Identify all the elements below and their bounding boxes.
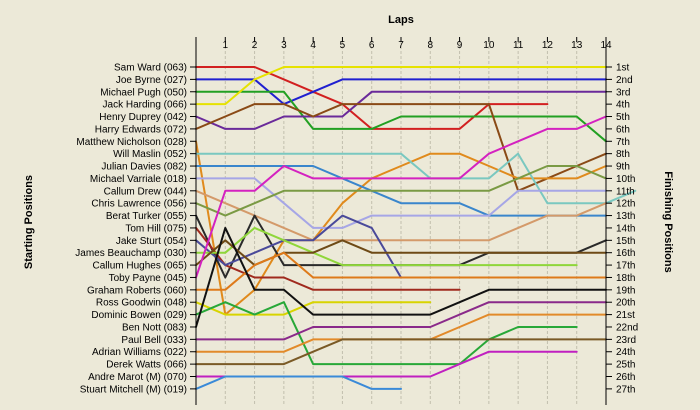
- series-line: [195, 251, 607, 291]
- series-line: [195, 189, 607, 242]
- start-position-label: Joe Byrne (027): [116, 75, 187, 86]
- start-position-label: Toby Payne (045): [109, 273, 187, 284]
- finish-position-label: 14th: [616, 223, 635, 234]
- finish-position-label: 23rd: [616, 335, 636, 346]
- start-position-label: Berat Turker (055): [106, 211, 187, 222]
- x-tick-label: 5: [340, 40, 346, 51]
- start-position-label: Jake Sturt (054): [116, 236, 187, 247]
- series-line: [195, 90, 607, 143]
- finish-position-label: 22nd: [616, 322, 638, 333]
- x-tick-label: 4: [310, 40, 316, 51]
- x-tick-label: 14: [600, 40, 612, 51]
- start-position-label: Chris Lawrence (056): [91, 199, 187, 210]
- start-position-label: Michael Varriale (018): [90, 174, 187, 185]
- finish-position-label: 21st: [616, 310, 635, 321]
- x-tick-label: 12: [542, 40, 554, 51]
- start-position-label: Graham Roberts (060): [87, 285, 187, 296]
- start-position-label: Dominic Bowen (029): [91, 310, 187, 321]
- start-position-label: Callum Hughes (065): [93, 261, 188, 272]
- finish-position-label: 17th: [616, 261, 635, 272]
- grid-layer: [224, 41, 607, 410]
- start-position-label: Callum Drew (044): [104, 186, 187, 197]
- finish-position-label: 13th: [616, 211, 635, 222]
- x-tick-label: 13: [571, 40, 583, 51]
- axis-layer: [190, 37, 612, 410]
- finish-position-label: 8th: [616, 149, 630, 160]
- start-position-label: Will Maslin (052): [113, 149, 187, 160]
- start-position-label: Paul Bell (033): [121, 335, 187, 346]
- series-line: [195, 226, 607, 328]
- x-tick-label: 1: [223, 40, 229, 51]
- start-position-label: Ben Nott (083): [122, 322, 187, 333]
- x-tick-label: 2: [252, 40, 258, 51]
- start-position-label: Andre Marot (M) (070): [88, 372, 187, 383]
- x-tick-label: 10: [483, 40, 495, 51]
- series-line: [195, 301, 607, 341]
- finish-position-label: 19th: [616, 285, 635, 296]
- start-position-label: Tom Hill (075): [125, 223, 187, 234]
- finish-position-label: 3rd: [616, 87, 630, 98]
- series-line: [195, 78, 607, 106]
- finish-position-label: 5th: [616, 112, 630, 123]
- x-tick-label: 9: [457, 40, 463, 51]
- finish-position-label: 12th: [616, 199, 635, 210]
- start-position-label: James Beauchamp (030): [75, 248, 187, 259]
- series-line: [195, 226, 461, 291]
- series-line: [195, 90, 607, 130]
- x-tick-label: 3: [281, 40, 287, 51]
- series-layer: [195, 66, 637, 390]
- start-position-label: Ross Goodwin (048): [96, 298, 187, 309]
- series-line: [195, 165, 607, 217]
- series-line: [195, 338, 607, 366]
- series-line: [195, 214, 578, 279]
- series-line: [195, 152, 637, 205]
- finish-position-label: 25th: [616, 360, 635, 371]
- x-axis-title: Laps: [388, 14, 414, 26]
- finish-position-label: 10th: [616, 174, 635, 185]
- series-line: [195, 177, 607, 229]
- finish-position-label: 27th: [616, 384, 635, 395]
- series-line: [195, 301, 432, 316]
- series-line: [195, 103, 607, 192]
- finish-position-label: 4th: [616, 100, 630, 111]
- start-position-label: Stuart Mitchell (M) (019): [80, 384, 187, 395]
- series-line: [195, 140, 607, 316]
- finish-position-label: 6th: [616, 124, 630, 135]
- series-line: [195, 226, 578, 267]
- x-tick-label: 11: [513, 40, 524, 51]
- finish-position-label: 9th: [616, 162, 630, 173]
- finish-position-label: 24th: [616, 347, 635, 358]
- start-position-label: Matthew Nicholson (028): [76, 137, 187, 148]
- series-line: [195, 165, 607, 217]
- finish-position-label: 7th: [616, 137, 630, 148]
- start-position-label: Sam Ward (063): [114, 63, 187, 74]
- series-line: [195, 301, 578, 366]
- left-axis-title: Starting Positions: [23, 175, 35, 269]
- x-tick-label: 8: [428, 40, 434, 51]
- series-line: [195, 115, 607, 279]
- series-line: [195, 375, 402, 390]
- finish-position-label: 2nd: [616, 75, 633, 86]
- finish-position-label: 11th: [616, 186, 635, 197]
- start-position-label: Derek Watts (066): [106, 360, 187, 371]
- start-position-label: Adrian Williams (022): [92, 347, 187, 358]
- finish-position-label: 26th: [616, 372, 635, 383]
- start-position-label: Jack Harding (066): [103, 100, 187, 111]
- start-position-label: Michael Pugh (050): [100, 87, 187, 98]
- start-position-label: Henry Duprey (042): [99, 112, 187, 123]
- finish-position-label: 1st: [616, 63, 630, 74]
- finish-position-label: 18th: [616, 273, 635, 284]
- right-axis-title: Finishing Positions: [662, 171, 674, 272]
- x-tick-label: 7: [398, 40, 404, 51]
- x-tick-label: 6: [369, 40, 375, 51]
- series-line: [195, 66, 607, 106]
- finish-position-label: 16th: [616, 248, 635, 259]
- finish-position-label: 15th: [616, 236, 635, 247]
- finish-position-label: 20th: [616, 298, 635, 309]
- start-position-label: Julian Davies (082): [101, 162, 187, 173]
- start-position-label: Harry Edwards (072): [95, 124, 187, 135]
